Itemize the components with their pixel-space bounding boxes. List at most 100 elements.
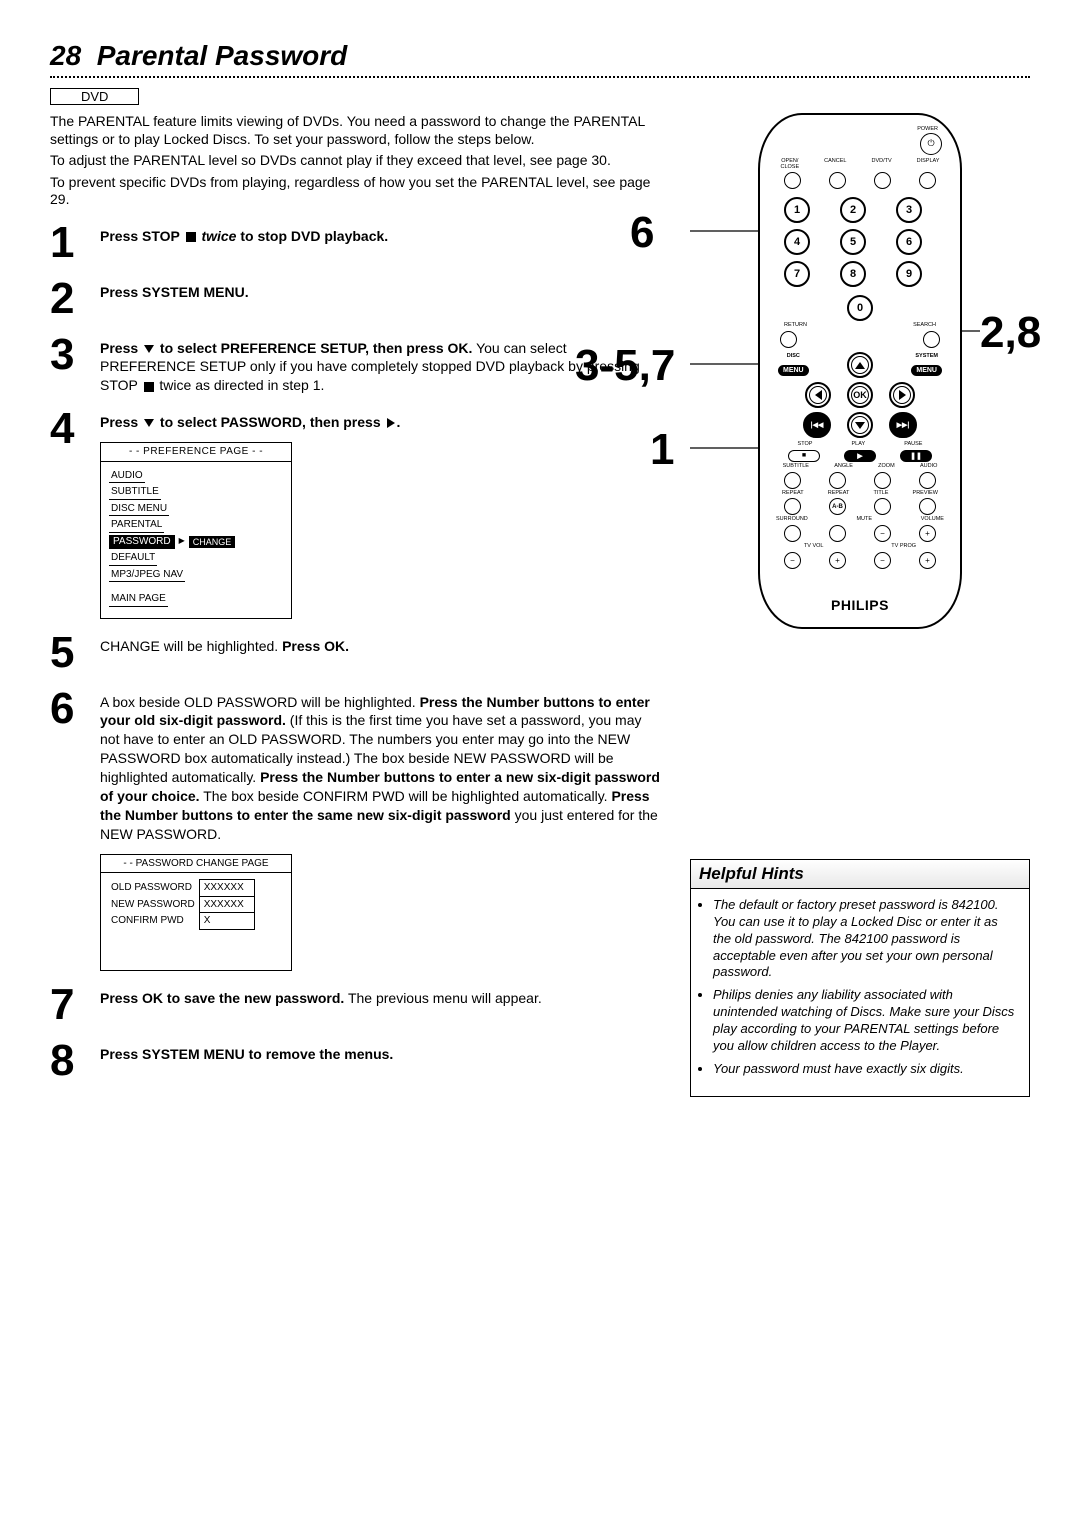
number-6-button[interactable]: 6 xyxy=(896,229,922,255)
step-body: Press STOP twice to stop DVD playback. xyxy=(100,221,662,265)
pause-label: PAUSE xyxy=(904,442,922,448)
callout-6: 6 xyxy=(630,208,654,258)
preview-button[interactable] xyxy=(919,498,936,515)
step-7: 7 Press OK to save the new password. The… xyxy=(50,983,662,1027)
nav-right-button[interactable] xyxy=(889,382,915,408)
hint-item: Your password must have exactly six digi… xyxy=(713,1061,1019,1078)
intro-p1: The PARENTAL feature limits viewing of D… xyxy=(50,113,662,148)
audio-button[interactable] xyxy=(919,472,936,489)
power-button[interactable]: ⏻ xyxy=(920,133,942,155)
password-change-screen: - - PASSWORD CHANGE PAGE OLD PASSWORDXXX… xyxy=(100,854,292,971)
volume-down-button[interactable]: − xyxy=(874,525,891,542)
cancel-button[interactable] xyxy=(829,172,846,189)
step-4: 4 Press to select PASSWORD, then press .… xyxy=(50,407,662,618)
callout-1: 1 xyxy=(650,425,674,475)
tv-vol-down-button[interactable]: − xyxy=(784,552,801,569)
step-1: 1 Press STOP twice to stop DVD playback. xyxy=(50,221,662,265)
pref-item: PASSWORD xyxy=(109,535,175,550)
system-menu-button[interactable]: MENU xyxy=(911,365,942,376)
number-3-button[interactable]: 3 xyxy=(896,197,922,223)
brand-label: PHILIPS xyxy=(770,597,950,613)
step-body: Press to select PASSWORD, then press . -… xyxy=(100,407,662,618)
nav-down-button[interactable] xyxy=(847,412,873,438)
step-body: CHANGE will be highlighted. Press OK. xyxy=(100,631,662,675)
stop-label: STOP xyxy=(798,442,813,448)
step-body: Press SYSTEM MENU. xyxy=(100,277,662,321)
screen-title: - - PASSWORD CHANGE PAGE xyxy=(101,855,291,874)
angle-button[interactable] xyxy=(829,472,846,489)
tvprog-label: TV PROG xyxy=(891,544,916,550)
number-4-button[interactable]: 4 xyxy=(784,229,810,255)
surround-button[interactable] xyxy=(784,525,801,542)
step-number: 5 xyxy=(50,631,100,675)
tvvol-label: TV VOL xyxy=(804,544,824,550)
nav-up-button[interactable] xyxy=(847,352,873,378)
step-body: Press OK to save the new password. The p… xyxy=(100,983,662,1027)
intro-p2: To adjust the PARENTAL level so DVDs can… xyxy=(50,152,662,170)
zoom-button[interactable] xyxy=(874,472,891,489)
return-label: RETURN xyxy=(784,323,807,329)
ok-button[interactable]: OK xyxy=(847,382,873,408)
step-number: 7 xyxy=(50,983,100,1027)
nav-left-button[interactable] xyxy=(805,382,831,408)
number-5-button[interactable]: 5 xyxy=(840,229,866,255)
number-9-button[interactable]: 9 xyxy=(896,261,922,287)
repeat-ab-button[interactable]: A-B xyxy=(829,498,846,515)
hint-item: Philips denies any liability associated … xyxy=(713,987,1019,1055)
open-close-button[interactable] xyxy=(784,172,801,189)
play-button[interactable]: ▶ xyxy=(844,450,876,462)
repeat-button[interactable] xyxy=(784,498,801,515)
mute-button[interactable] xyxy=(829,525,846,542)
search-button[interactable] xyxy=(923,331,940,348)
callout-28: 2,8 xyxy=(980,308,1041,358)
step-body: Press SYSTEM MENU to remove the menus. xyxy=(100,1039,662,1083)
step-2: 2 Press SYSTEM MENU. xyxy=(50,277,662,321)
page-title: 28 Parental Password xyxy=(50,40,1030,72)
step-number: 4 xyxy=(50,407,100,618)
number-0-button[interactable]: 0 xyxy=(847,295,873,321)
number-2-button[interactable]: 2 xyxy=(840,197,866,223)
step-8: 8 Press SYSTEM MENU to remove the menus. xyxy=(50,1039,662,1083)
pref-item: AUDIO xyxy=(109,469,145,484)
helpful-hints: Helpful Hints The default or factory pre… xyxy=(690,859,1030,1097)
tv-prog-up-button[interactable]: + xyxy=(919,552,936,569)
volume-up-button[interactable]: + xyxy=(919,525,936,542)
remote-control: POWER ⏻ OPEN/ CLOSECANCELDVD/TVDISPLAY 1… xyxy=(758,113,962,629)
hint-item: The default or factory preset password i… xyxy=(713,897,1019,981)
dvd-tv-button[interactable] xyxy=(874,172,891,189)
page-title-text: Parental Password xyxy=(97,40,348,71)
left-column: The PARENTAL feature limits viewing of D… xyxy=(50,113,662,1083)
next-track-button[interactable]: ▶▶| xyxy=(889,412,917,438)
intro-text: The PARENTAL feature limits viewing of D… xyxy=(50,113,662,209)
step-5: 5 CHANGE will be highlighted. Press OK. xyxy=(50,631,662,675)
stop-button[interactable]: ■ xyxy=(788,450,820,462)
pref-item: PARENTAL xyxy=(109,518,164,533)
step-6: 6 A box beside OLD PASSWORD will be high… xyxy=(50,687,662,971)
tv-vol-up-button[interactable]: + xyxy=(829,552,846,569)
disc-menu-button[interactable]: MENU xyxy=(778,365,809,376)
step-number: 3 xyxy=(50,333,100,396)
play-label: PLAY xyxy=(851,442,865,448)
hints-header: Helpful Hints xyxy=(690,859,1030,889)
preference-screen: - - PREFERENCE PAGE - - AUDIOSUBTITLEDIS… xyxy=(100,442,292,619)
disc-label: DISC xyxy=(778,354,809,360)
pref-item: SUBTITLE xyxy=(109,485,161,500)
number-1-button[interactable]: 1 xyxy=(784,197,810,223)
title-button[interactable] xyxy=(874,498,891,515)
tv-prog-down-button[interactable]: − xyxy=(874,552,891,569)
step-number: 2 xyxy=(50,277,100,321)
display-button[interactable] xyxy=(919,172,936,189)
pause-button[interactable]: ❚❚ xyxy=(900,450,932,462)
step-number: 1 xyxy=(50,221,100,265)
subtitle-button[interactable] xyxy=(784,472,801,489)
prev-track-button[interactable]: |◀◀ xyxy=(803,412,831,438)
hints-list: The default or factory preset password i… xyxy=(690,889,1030,1097)
step-body: A box beside OLD PASSWORD will be highli… xyxy=(100,687,662,971)
number-8-button[interactable]: 8 xyxy=(840,261,866,287)
dvd-label: DVD xyxy=(50,88,139,105)
dotted-rule xyxy=(50,76,1030,78)
callout-357: 3-5,7 xyxy=(575,341,675,391)
pref-item: DISC MENU xyxy=(109,502,169,517)
number-7-button[interactable]: 7 xyxy=(784,261,810,287)
return-button[interactable] xyxy=(780,331,797,348)
